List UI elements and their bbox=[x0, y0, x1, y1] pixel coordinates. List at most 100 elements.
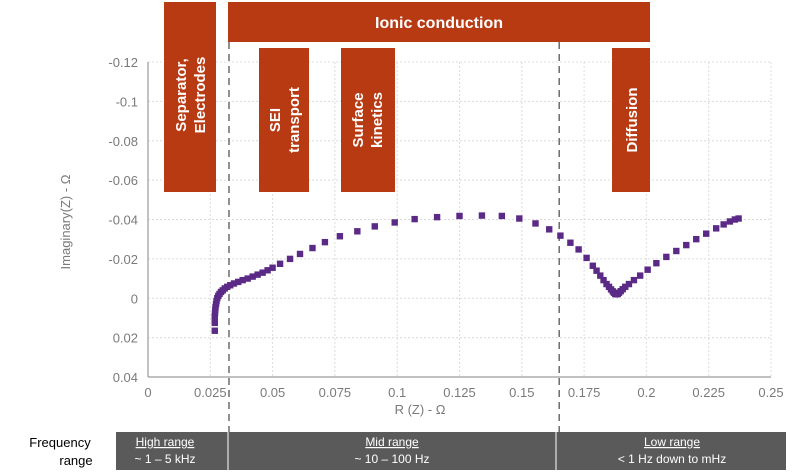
data-point bbox=[230, 280, 238, 287]
data-point bbox=[478, 212, 486, 219]
y-tick-label: -0.12 bbox=[108, 55, 138, 70]
y-tick-label: -0.02 bbox=[108, 252, 138, 267]
mid-range-title: Mid range bbox=[365, 435, 419, 449]
y-axis-title: Imaginary(Z) - Ω bbox=[58, 174, 73, 269]
y-tick-label: -0.06 bbox=[108, 173, 138, 188]
data-point bbox=[276, 260, 284, 267]
data-point bbox=[663, 253, 670, 261]
data-point bbox=[516, 215, 523, 222]
x-tick-label: 0.225 bbox=[692, 385, 725, 400]
data-point bbox=[296, 250, 304, 258]
data-point bbox=[227, 282, 234, 289]
data-point bbox=[600, 276, 607, 284]
data-point bbox=[321, 238, 329, 246]
y-tick-label: 0 bbox=[131, 291, 138, 306]
data-point bbox=[636, 272, 644, 279]
data-point bbox=[249, 273, 256, 280]
data-point bbox=[532, 220, 539, 227]
low-range-title: Low range bbox=[644, 435, 700, 449]
separator-region-box bbox=[164, 2, 216, 192]
grid-lines bbox=[148, 61, 772, 377]
data-point bbox=[286, 255, 294, 263]
data-point bbox=[693, 235, 700, 243]
data-point bbox=[456, 212, 463, 220]
data-point bbox=[239, 276, 246, 284]
y-tick-labels: -0.12 -0.1 -0.08 -0.06 -0.04 -0.02 0 0.02 0.04 bbox=[108, 55, 138, 385]
data-point bbox=[235, 278, 242, 286]
x-tick-labels: 0 0.025 0.05 0.075 0.1 0.125 0.15 0.175 0.2 0.225… bbox=[144, 385, 783, 400]
data-point bbox=[557, 232, 564, 239]
data-point bbox=[683, 241, 690, 249]
data-point bbox=[433, 213, 441, 221]
data-point bbox=[244, 275, 251, 282]
diffusion-region-line-1: Diffusion bbox=[624, 88, 641, 153]
data-point bbox=[309, 244, 316, 252]
y-tick-label: -0.08 bbox=[108, 134, 138, 149]
data-point bbox=[336, 233, 344, 240]
data-point bbox=[567, 239, 574, 246]
data-point bbox=[391, 219, 398, 226]
data-point bbox=[735, 215, 742, 222]
data-point bbox=[712, 225, 720, 232]
surface-region-box bbox=[341, 48, 395, 192]
sei-region-line-1: SEI bbox=[267, 108, 284, 132]
ionic-conduction-banner bbox=[228, 2, 650, 42]
separator-region-line-1: Separator, bbox=[173, 58, 190, 131]
data-point bbox=[254, 271, 261, 278]
data-point bbox=[589, 262, 597, 269]
x-tick-label: 0.05 bbox=[260, 385, 285, 400]
high-range-title: High range bbox=[136, 435, 195, 449]
data-point bbox=[731, 216, 739, 223]
y-tick-label: 0.04 bbox=[113, 370, 138, 385]
sei-region-box bbox=[259, 48, 309, 192]
surface-region-line-1: Surface bbox=[350, 92, 367, 147]
data-point bbox=[703, 230, 710, 237]
x-tick-label: 0.1 bbox=[388, 385, 406, 400]
data-point bbox=[498, 212, 506, 220]
y-tick-label: -0.04 bbox=[108, 213, 138, 228]
x-tick-label: 0.175 bbox=[568, 385, 601, 400]
frequency-label-line-1: Frequency bbox=[29, 435, 91, 450]
y-tick-label: -0.1 bbox=[116, 94, 138, 109]
data-point bbox=[211, 327, 218, 334]
y-tick-label: 0.02 bbox=[113, 331, 138, 346]
x-tick-label: 0.15 bbox=[509, 385, 534, 400]
low-range-subtitle: < 1 Hz down to mHz bbox=[618, 452, 726, 466]
data-point bbox=[593, 267, 600, 274]
data-point bbox=[583, 254, 590, 262]
data-point bbox=[546, 226, 553, 233]
data-point bbox=[673, 247, 680, 255]
x-tick-label: 0.2 bbox=[637, 385, 655, 400]
data-point bbox=[575, 246, 582, 253]
x-axis-title: R (Z) - Ω bbox=[395, 402, 446, 417]
data-point bbox=[597, 272, 604, 279]
separator-region-line-2: Electrodes bbox=[192, 57, 209, 134]
x-tick-label: 0.25 bbox=[758, 385, 783, 400]
data-points bbox=[211, 212, 742, 334]
diffusion-region-box bbox=[612, 48, 650, 192]
x-tick-label: 0.025 bbox=[194, 385, 227, 400]
data-point bbox=[411, 215, 418, 223]
data-point bbox=[726, 218, 734, 225]
mid-range-subtitle: ~ 10 – 100 Hz bbox=[354, 452, 429, 466]
data-point bbox=[371, 223, 378, 230]
data-point bbox=[269, 264, 276, 271]
ionic-conduction-label: Ionic conduction bbox=[375, 15, 503, 32]
axes bbox=[147, 62, 771, 378]
surface-region-line-2: kinetics bbox=[369, 92, 386, 148]
data-point bbox=[354, 228, 361, 235]
data-point bbox=[211, 319, 218, 327]
data-point bbox=[644, 266, 651, 273]
data-point bbox=[653, 260, 660, 267]
data-point bbox=[264, 267, 271, 274]
data-point bbox=[622, 283, 629, 291]
x-tick-label: 0.125 bbox=[443, 385, 476, 400]
x-tick-label: 0.075 bbox=[319, 385, 352, 400]
frequency-label-line-2: range bbox=[59, 453, 92, 468]
high-range-subtitle: ~ 1 – 5 kHz bbox=[134, 452, 195, 466]
data-point bbox=[259, 269, 266, 276]
data-point bbox=[630, 276, 638, 284]
x-tick-label: 0 bbox=[144, 385, 151, 400]
data-point bbox=[720, 221, 727, 228]
